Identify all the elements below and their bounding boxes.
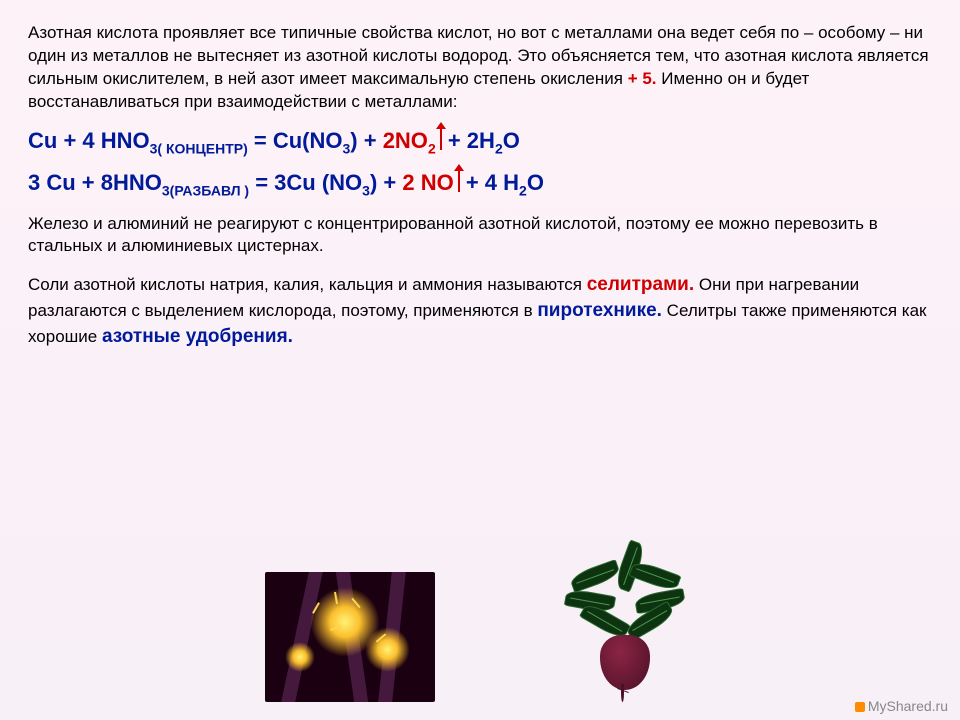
equation-concentrated: Cu + 4 HNO3( КОНЦЕНТР) = Cu(NO3) + 2NO2 …: [28, 128, 932, 156]
watermark: MyShared.ru: [855, 698, 948, 714]
iron-aluminum-paragraph: Железо и алюминий не реагируют с концент…: [28, 213, 932, 259]
intro-paragraph: Азотная кислота проявляет все типичные с…: [28, 22, 932, 114]
watermark-icon: [855, 702, 865, 712]
term-fertilizer: азотные удобрения.: [102, 326, 293, 347]
term-selitra: селитрами.: [587, 274, 694, 295]
gas-arrow-icon: [458, 170, 460, 192]
oxidation-state: + 5.: [628, 69, 657, 88]
illustrations-row: [0, 552, 960, 702]
salts-paragraph: Соли азотной кислоты натрия, калия, каль…: [28, 272, 932, 349]
term-pyrotechnics: пиротехнике.: [537, 300, 662, 321]
fireworks-image: [265, 572, 435, 702]
equation-dilute: 3 Cu + 8HNO3(РАЗБАВЛ ) = 3Cu (NO3) + 2 N…: [28, 170, 932, 198]
beet-plant-image: [555, 552, 695, 702]
gas-arrow-icon: [440, 128, 442, 150]
